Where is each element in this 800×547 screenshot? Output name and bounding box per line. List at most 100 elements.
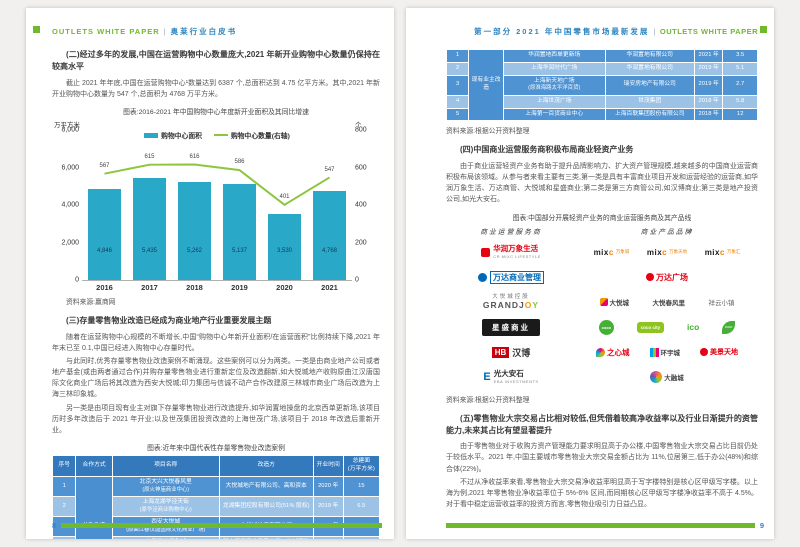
- cell-cooperation-type: 现有业主改造: [469, 50, 503, 121]
- brand-matrix-row: 华润万象生活 CR MIXC LIFESTYLE mixc 万象城 mixc 万象天地 mi…: [446, 240, 758, 265]
- logos-source: 资料来源:根据公开资料整理: [446, 396, 530, 404]
- cell-renovator: 瑞安房地产有限公司: [605, 75, 694, 95]
- table-row: 1 现有业主改造 华润置地西单更新场 华润置地有限公司 2021 年 3.5: [447, 50, 757, 121]
- bar-2016: 4,846: [88, 189, 121, 281]
- axis-tick: 6,000: [61, 164, 79, 172]
- cell-index: 2: [53, 496, 76, 517]
- cell-renovator: 上海百联集团股份有限公司: [605, 108, 694, 121]
- cell-project-name: 上海第一百货商业中心: [503, 108, 605, 121]
- legend-item: 购物中心面积: [144, 130, 202, 140]
- bar-value-label: 3,530: [276, 248, 292, 255]
- section-5-title: (五)零售物业大宗交易占比相对较低,但凭借着较高净收益率以及行业日渐提升的资管能…: [446, 413, 758, 435]
- corner-marker-icon: [760, 26, 767, 33]
- page-right: 第一部分 2021 年中国零售市场最新发展 | OUTLETS WHITE PA…: [406, 8, 774, 539]
- cell-renovator: 华润置地有限公司: [605, 50, 694, 62]
- brand-name: 万达广场: [656, 272, 688, 282]
- brand-matrix-headers: 商业运营服务商 商业产品品牌: [446, 226, 758, 236]
- page-number: 9: [759, 521, 764, 530]
- table-row: 2 上海华润时代广场 华润置地有限公司 2019 年 5.1: [447, 62, 757, 75]
- operator-text: 大悦城控股 GRANDJOY: [483, 294, 539, 310]
- brand-matrix-row: 星盛商业 coco coco city ico coco: [446, 315, 758, 340]
- table-header-row: 序号 合作方式 项目名称 改造方 开业时间 总建面 (万平方米): [53, 456, 379, 476]
- mixc-wordmark: mixc: [705, 248, 725, 257]
- project-name-line: 上海世茂广场: [536, 97, 572, 104]
- bar-value-label: 5,262: [186, 248, 202, 255]
- mixc-c: c: [608, 247, 614, 257]
- brand-logo-coco-Park: coco: [598, 319, 614, 335]
- bar-2019: 5,137: [223, 183, 256, 281]
- project-name-line: 上海新天地广场: [533, 77, 575, 84]
- chart-x-labels: 2016 2017 2018 2019 2020 2021: [82, 281, 352, 292]
- cell-opening-year: 2019 年: [694, 62, 723, 75]
- brand-name: 万象天地: [669, 249, 688, 254]
- operator-name: 星盛商业: [482, 318, 540, 336]
- line-value-label: 567: [99, 162, 110, 169]
- table-row: 5 上海第一百货商业中心 上海百联集团股份有限公司 2018 年 12: [447, 108, 757, 121]
- left-axis-unit: 万平方米: [54, 122, 80, 130]
- brands-column-header: 商业产品品牌: [640, 228, 694, 236]
- brand-name: ico: [687, 322, 700, 332]
- x-axis-label: 2019: [231, 283, 248, 293]
- brand-logo-环宇城: 环宇城: [649, 347, 681, 357]
- brands-cell: 万达广场: [576, 272, 758, 283]
- brand-name: 美景天地: [710, 349, 738, 356]
- brand-logo-大悦城: 大悦城: [599, 297, 629, 307]
- brand-name: 环宇城: [660, 350, 681, 357]
- axis-tick: 800: [355, 126, 367, 134]
- section-2-title: (二)经过多年的发展,中国在运营购物中心数量庞大,2021 年新开业购物中心数量…: [52, 50, 380, 72]
- right-axis-unit: 个: [355, 122, 362, 130]
- bar-2020: 3,530: [268, 213, 301, 281]
- page-left: OUTLETS WHITE PAPER | 奥莱行业白皮书 (二)经过多年的发展…: [26, 8, 394, 539]
- page-number: 8: [52, 521, 57, 530]
- right-page-header: 第一部分 2021 年中国零售市场最新发展 | OUTLETS WHITE PA…: [446, 26, 758, 37]
- project-name-line: 上海华润时代广场: [531, 64, 578, 71]
- brands-cell: 大融城: [576, 371, 758, 383]
- axis-tick: 600: [355, 164, 367, 172]
- project-name-line: 上海龙湖华泾天街: [142, 498, 189, 505]
- footer-bar: [61, 523, 382, 528]
- axis-tick: 2,000: [61, 239, 79, 247]
- line-value-label: 615: [144, 153, 155, 160]
- brand-matrix-row: 万达商业管理 万达广场: [446, 265, 758, 290]
- chart-left-axis: 万平方米 8,000 6,000 4,000 2,000 0: [52, 122, 82, 284]
- cell-opening-year: 2019 年: [694, 75, 723, 95]
- operator-name: 光大安石: [493, 369, 524, 379]
- cell-project-name: 北京大兴大悦春风里 (原火神庙商业中心): [112, 476, 219, 496]
- brand-matrix-row: HB 汉博 之心城 环宇城 美景天地: [446, 340, 758, 365]
- brand-name: 万象城: [615, 249, 630, 254]
- operators-column-header: 商业运营服务商: [480, 228, 542, 236]
- x-axis-label: 2021: [321, 283, 338, 293]
- hanbo-icon: HB: [491, 346, 510, 358]
- grandjoy-y: Y: [532, 299, 540, 310]
- cell-opening-year: 2018 年: [694, 95, 723, 108]
- brand-logo-万达广场: 万达广场: [646, 272, 688, 283]
- project-name-line: 华润置地西单更新场: [528, 52, 581, 58]
- cell-renovator: 龙湖集团控股有限公司(51% 股权): [219, 496, 313, 517]
- zhixincheng-icon: [596, 347, 605, 357]
- section-5-paragraph-1: 由于零售物业对于收购方资产管理能力要求明显高于办公楼,中国零售物业大宗交易占比目…: [446, 443, 758, 473]
- operator-logo-2: 万达商业管理: [478, 270, 544, 284]
- cell-opening-year: 2019 年: [313, 496, 343, 517]
- section-5-paragraph-2: 不过从净收益率来看,零售物业大宗交易净收益率明显高于写字楼特别是核心区甲级写字楼…: [446, 478, 758, 509]
- cell-index: 5: [447, 108, 469, 121]
- header-en-title: OUTLETS WHITE PAPER: [52, 27, 160, 36]
- eba-icon: E: [483, 370, 491, 383]
- brands-cell: 之心城 环宇城 美景天地: [576, 347, 758, 358]
- cell-opening-year: 2021 年: [694, 50, 723, 62]
- brand-logo-美景天地: 美景天地: [700, 347, 738, 357]
- section-2-body: 截止 2021 年年底,中国在运营购物中心¹数量达到 6387 个,总面积达到 …: [52, 79, 380, 98]
- case-table-caption: 图表:近年来中国代表性存量零售物业改造案例: [147, 445, 285, 453]
- brands-cell: mixc 万象城 mixc 万象天地 mixc 万象汇: [576, 248, 758, 257]
- mixc-mix: mix: [593, 247, 609, 257]
- cell-opening-year: 2018 年: [694, 108, 723, 121]
- project-name-line: 上海第一百货商业中心: [525, 110, 584, 117]
- brand-logo-大悦春风里: 大悦春风里: [653, 297, 686, 307]
- cell-project-name: 上海华润时代广场: [503, 62, 605, 75]
- section-4-title: (四)中国商业运营服务商积极布局商业轻资产业务: [460, 145, 634, 155]
- corner-marker-icon: [33, 26, 40, 33]
- operator-text: 华润万象生活 CR MIXC LIFESTYLE: [493, 245, 541, 259]
- header-section-title: 2021 年中国零售市场最新发展: [516, 27, 650, 36]
- cell-gfa: 3.5: [723, 50, 757, 62]
- mixc-mix: mix: [646, 247, 663, 257]
